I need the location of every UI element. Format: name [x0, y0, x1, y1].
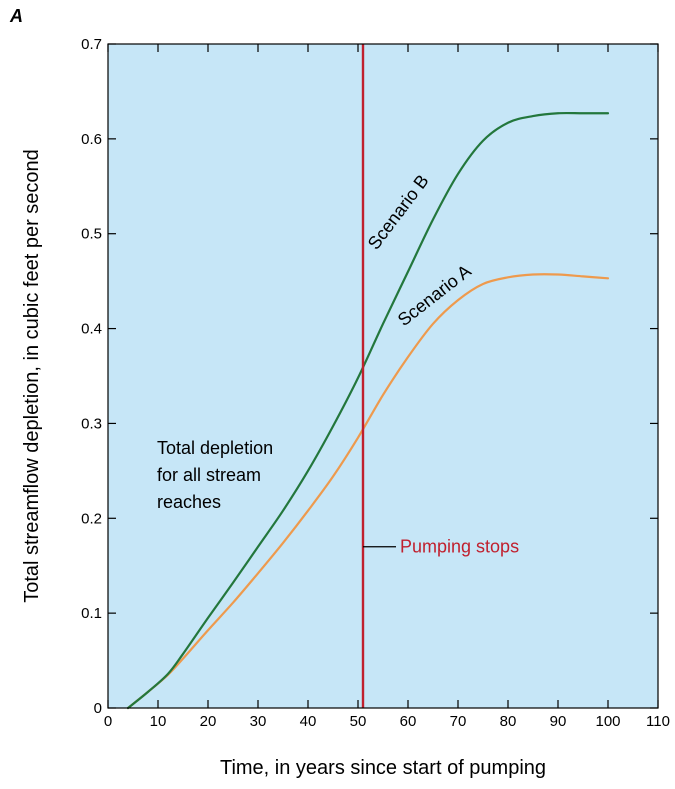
x-tick-label: 90	[550, 713, 567, 730]
panel-label: A	[9, 6, 23, 26]
x-tick-label: 100	[595, 713, 620, 730]
scenario-a-line	[126, 273, 610, 710]
depletion-note-line-2: for all stream	[157, 465, 261, 485]
x-tick-label: 0	[104, 713, 112, 730]
y-tick-label: 0.1	[81, 605, 102, 622]
depletion-note-line-1: Total depletion	[157, 438, 273, 458]
y-axis-title: Total streamflow depletion, in cubic fee…	[21, 149, 43, 603]
x-tick-label: 30	[250, 713, 267, 730]
x-tick-label: 70	[450, 713, 467, 730]
x-tick-labels: 0 10 20 30 40 50 60 70 80 90 100 110	[104, 713, 670, 730]
plot-frame	[107, 43, 659, 709]
y-tick-label: 0.2	[81, 510, 102, 527]
x-tick-label: 80	[500, 713, 517, 730]
depletion-note: Total depletion for all stream reaches	[157, 438, 278, 512]
x-tick-label: 110	[646, 713, 670, 730]
x-axis-title: Time, in years since start of pumping	[220, 757, 546, 779]
y-tick-labels: 0 0.1 0.2 0.3 0.4 0.5 0.6 0.7	[81, 36, 102, 717]
plot-area	[108, 44, 658, 708]
x-tick-label: 60	[400, 713, 417, 730]
scenario-b-line	[126, 111, 610, 710]
y-tick-label: 0.5	[81, 226, 102, 243]
y-tick-label: 0	[94, 700, 102, 717]
series-layer	[126, 111, 610, 710]
y-tick-label: 0.4	[81, 321, 102, 338]
x-tick-label: 20	[200, 713, 217, 730]
depletion-note-line-3: reaches	[157, 492, 221, 512]
pumping-stops-label: Pumping stops	[400, 537, 519, 557]
y-tick-label: 0.7	[81, 36, 102, 53]
y-tick-label: 0.3	[81, 415, 102, 432]
x-tick-label: 40	[300, 713, 317, 730]
y-tick-label: 0.6	[81, 131, 102, 148]
x-tick-label: 50	[350, 713, 367, 730]
x-tick-label: 10	[150, 713, 167, 730]
